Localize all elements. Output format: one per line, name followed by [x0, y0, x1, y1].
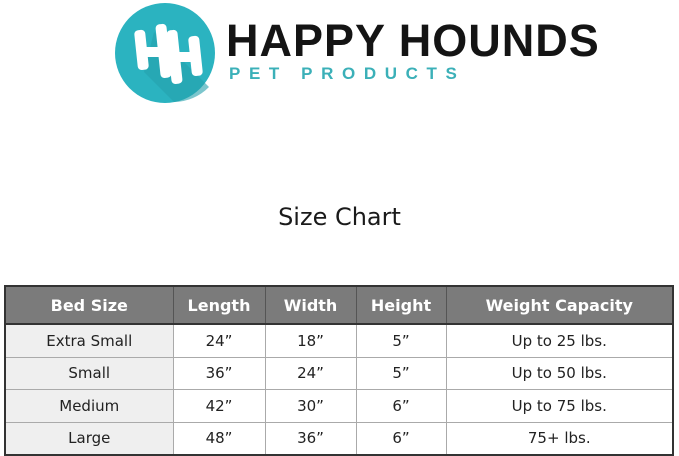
cell: 75+ lbs. — [445, 421, 674, 456]
table-row: Large 48” 36” 6” 75+ lbs. — [4, 421, 674, 456]
cell: Up to 50 lbs. — [445, 356, 674, 390]
table-row: Extra Small 24” 18” 5” Up to 25 lbs. — [4, 323, 674, 358]
cell: Up to 75 lbs. — [445, 389, 674, 423]
cell: Medium — [4, 389, 174, 423]
cell: 30” — [264, 389, 357, 423]
table-row: Small 36” 24” 5” Up to 50 lbs. — [4, 356, 674, 390]
cell: 5” — [355, 356, 447, 390]
cell: Up to 25 lbs. — [445, 323, 674, 358]
brand-name: HAPPY HOUNDS — [226, 15, 600, 66]
header-cell: Height — [355, 285, 447, 325]
cell: 36” — [172, 356, 266, 390]
cell: Large — [4, 421, 174, 456]
cell: 48” — [172, 421, 266, 456]
table-header-row: Bed Size Length Width Height Weight Capa… — [4, 285, 674, 325]
header-cell: Width — [264, 285, 357, 325]
cell: Extra Small — [4, 323, 174, 358]
cell: 6” — [355, 421, 447, 456]
size-chart-table: Bed Size Length Width Height Weight Capa… — [4, 285, 674, 456]
header-cell: Weight Capacity — [445, 285, 674, 325]
brand-tagline: PET PRODUCTS — [229, 64, 466, 83]
cell: 6” — [355, 389, 447, 423]
cell: 36” — [264, 421, 357, 456]
header-cell: Length — [172, 285, 266, 325]
logo-icon — [115, 3, 215, 103]
cell: 18” — [264, 323, 357, 358]
header-cell: Bed Size — [4, 285, 174, 325]
cell: 5” — [355, 323, 447, 358]
cell: 24” — [172, 323, 266, 358]
cell: Small — [4, 356, 174, 390]
cell: 42” — [172, 389, 266, 423]
cell: 24” — [264, 356, 357, 390]
table-row: Medium 42” 30” 6” Up to 75 lbs. — [4, 389, 674, 423]
page-title: Size Chart — [278, 203, 401, 231]
